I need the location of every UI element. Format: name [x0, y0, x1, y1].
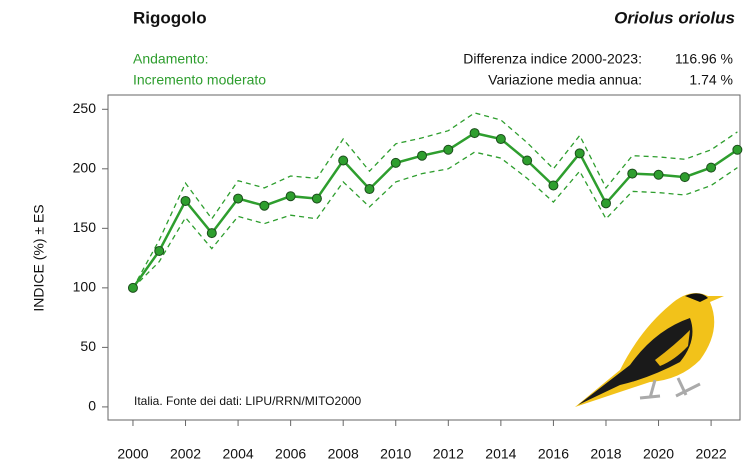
y-tick-label: 150 — [73, 219, 97, 235]
plot-frame — [107, 94, 741, 421]
data-point — [522, 155, 533, 166]
source-note: Italia. Fonte dei dati: LIPU/RRN/MITO200… — [134, 394, 362, 408]
x-tick-label: 2020 — [643, 446, 674, 462]
y-tick-label: 250 — [73, 100, 97, 116]
species-name: Oriolus oriolus — [614, 8, 735, 27]
data-point — [154, 245, 165, 256]
error-band — [132, 112, 738, 289]
data-point — [311, 193, 322, 204]
data-point — [443, 144, 454, 155]
data-point — [653, 169, 664, 180]
x-tick-label: 2008 — [328, 446, 359, 462]
y-tick-label: 50 — [80, 338, 96, 354]
data-point — [364, 184, 375, 195]
trend-label: Andamento: — [133, 51, 209, 67]
bird-illustration — [575, 293, 724, 407]
data-point — [206, 228, 217, 239]
data-point — [548, 180, 559, 191]
x-tick-label: 2006 — [275, 446, 306, 462]
data-point — [180, 195, 191, 206]
y-tick-label: 100 — [73, 279, 97, 295]
data-point — [390, 157, 401, 168]
stat-value: 116.96 % — [675, 51, 733, 67]
data-point — [574, 148, 585, 159]
data-point — [495, 134, 506, 145]
x-tick-label: 2004 — [223, 446, 254, 462]
x-tick-label: 2022 — [696, 446, 727, 462]
y-tick-label: 200 — [73, 160, 97, 176]
stat-value: 1.74 % — [689, 72, 733, 88]
x-tick-label: 2000 — [117, 446, 148, 462]
stat-label: Differenza indice 2000-2023: — [463, 51, 642, 67]
data-point — [679, 172, 690, 183]
data-point — [732, 144, 743, 155]
y-tick-label: 0 — [88, 398, 96, 414]
stat-label: Variazione media annua: — [488, 72, 642, 88]
data-point — [627, 168, 638, 179]
y-axis-label: INDICE (%) ± ES — [31, 204, 47, 311]
error-band — [132, 151, 738, 289]
data-point — [706, 162, 717, 173]
x-tick-label: 2002 — [170, 446, 201, 462]
data-point — [469, 128, 480, 139]
chart-title: Rigogolo — [133, 8, 207, 27]
x-tick-label: 2012 — [433, 446, 464, 462]
data-point — [338, 155, 349, 166]
x-tick-label: 2014 — [485, 446, 516, 462]
data-point — [600, 198, 611, 209]
data-point — [233, 193, 244, 204]
x-tick-label: 2010 — [380, 446, 411, 462]
data-point — [259, 200, 270, 211]
x-tick-label: 2018 — [590, 446, 621, 462]
data-point — [127, 282, 138, 293]
x-tick-label: 2016 — [538, 446, 569, 462]
data-point — [417, 150, 428, 161]
trend: Incremento moderato — [133, 72, 266, 88]
data-point — [285, 191, 296, 202]
